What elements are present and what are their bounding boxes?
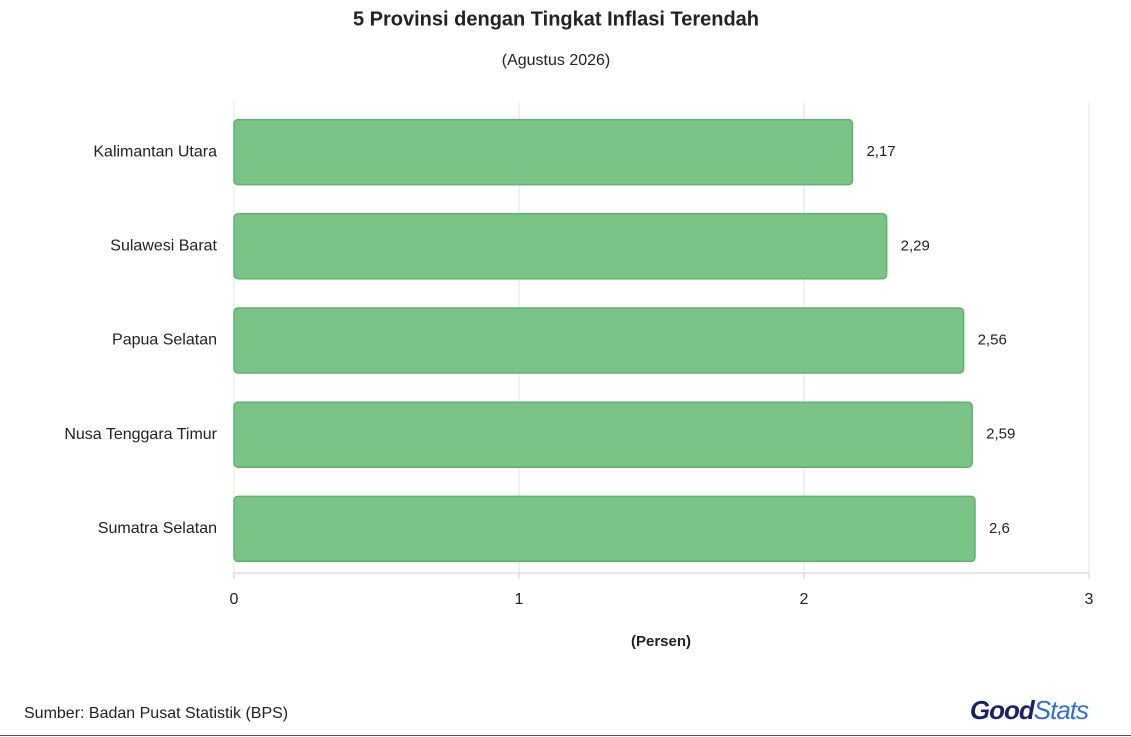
value-label: 2,29 [901, 237, 930, 254]
logo: GoodStats [970, 695, 1089, 725]
bar [233, 307, 965, 374]
x-tick-label: 2 [800, 591, 809, 608]
value-label: 2,6 [989, 520, 1010, 537]
value-label: 2,59 [986, 426, 1015, 443]
chart-title: 5 Provinsi dengan Tingkat Inflasi Terend… [353, 8, 759, 30]
bar [233, 118, 854, 186]
y-tick-label: Nusa Tenggara Timur [64, 426, 217, 443]
x-tick-label: 1 [515, 591, 524, 608]
x-axis-label: (Persen) [631, 633, 691, 650]
logo-stats: Stats [1034, 695, 1089, 725]
x-tick-label: 3 [1085, 591, 1094, 608]
y-tick-label: Sulawesi Barat [110, 238, 217, 255]
y-tick-label: Kalimantan Utara [93, 143, 217, 160]
chart-subtitle: (Agustus 2026) [502, 52, 611, 69]
bar [233, 495, 976, 563]
bar [233, 401, 973, 468]
y-tick-label: Papua Selatan [112, 332, 217, 349]
x-tick-label: 0 [230, 591, 239, 608]
logo-good: Good [970, 695, 1036, 725]
bar [233, 213, 888, 280]
value-label: 2,56 [978, 331, 1007, 348]
y-tick-label: Sumatra Selatan [98, 520, 217, 537]
value-label: 2,17 [866, 143, 895, 160]
source-note: Sumber: Badan Pusat Statistik (BPS) [24, 705, 288, 722]
